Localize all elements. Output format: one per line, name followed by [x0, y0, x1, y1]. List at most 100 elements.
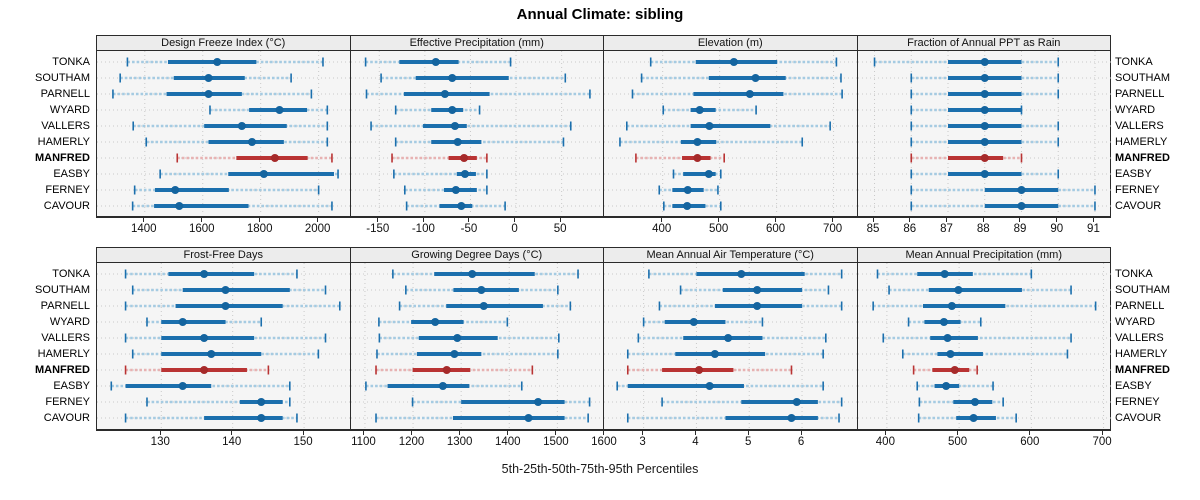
percentile-row-cavour: [917, 413, 1017, 423]
station-label-left: PARNELL: [40, 300, 90, 312]
panel-plot-area: [97, 51, 351, 215]
station-label-left: FERNEY: [45, 396, 90, 408]
station-label-left: VALLERS: [41, 120, 90, 132]
percentile-row-vallers: [625, 121, 831, 131]
station-label-right: VALLERS: [1115, 332, 1164, 344]
x-tick-mark: [1056, 218, 1058, 222]
station-label-left: VALLERS: [41, 332, 90, 344]
percentile-row-ferney: [909, 185, 1096, 195]
panel-design-freeze-index-c: [96, 51, 351, 218]
panel-strip-title: Effective Precipitation (mm): [409, 37, 544, 49]
percentile-row-manfred: [124, 365, 270, 375]
x-tick-label: 50: [553, 223, 567, 235]
percentile-row-hamerly: [375, 349, 559, 359]
panel-mean-annual-air-temperature-c: [603, 263, 858, 431]
percentile-row-tonka: [126, 57, 324, 67]
station-label-left: CAVOUR: [43, 200, 90, 212]
station-label-right: WYARD: [1115, 316, 1156, 328]
panel-plot-area: [857, 263, 1111, 428]
percentile-row-cavour: [131, 201, 333, 211]
station-label-left: HAMERLY: [37, 348, 90, 360]
percentile-row-manfred: [912, 365, 978, 375]
panel-plot-area: [857, 51, 1111, 215]
panel-strip-title: Design Freeze Index (°C): [161, 37, 286, 49]
station-label-right: HAMERLY: [1115, 348, 1168, 360]
x-tick-mark: [884, 431, 886, 435]
station-label-left: WYARD: [49, 316, 90, 328]
percentile-row-vallers: [132, 121, 329, 131]
panel-strip-title: Elevation (m): [697, 37, 763, 49]
percentile-row-vallers: [369, 121, 572, 131]
x-tick-mark: [159, 431, 161, 435]
x-tick-mark: [259, 218, 261, 222]
x-tick-mark: [555, 431, 557, 435]
percentile-row-southam: [404, 285, 559, 295]
x-tick-label: 1600: [591, 436, 617, 448]
percentile-row-parnell: [658, 301, 843, 311]
x-tick-mark: [459, 431, 461, 435]
percentile-row-parnell: [871, 301, 1096, 311]
panel-mean-annual-precipitation-mm: [856, 263, 1111, 431]
percentile-row-easby: [364, 381, 523, 391]
station-label-left: FERNEY: [45, 184, 90, 196]
percentile-row-southam: [887, 285, 1072, 295]
station-label-left: MANFRED: [35, 364, 90, 376]
percentile-row-cavour: [124, 413, 298, 423]
percentile-row-parnell: [631, 89, 843, 99]
x-tick-mark: [694, 431, 696, 435]
percentile-row-hamerly: [626, 349, 824, 359]
x-tick-mark: [377, 218, 379, 222]
percentile-row-easby: [672, 169, 722, 179]
station-label-right: FERNEY: [1115, 396, 1160, 408]
x-tick-mark: [302, 431, 304, 435]
station-label-right: TONKA: [1115, 268, 1153, 280]
percentile-row-tonka: [873, 57, 1059, 67]
percentile-row-manfred: [626, 365, 793, 375]
percentile-row-wyard: [209, 105, 329, 115]
station-label-right: PARNELL: [1115, 300, 1165, 312]
percentile-row-easby: [392, 169, 488, 179]
x-tick-label: 90: [1050, 223, 1064, 235]
x-tick-label: 1600: [188, 223, 215, 235]
percentile-row-easby: [909, 169, 1059, 179]
x-tick-mark: [718, 218, 720, 222]
percentile-row-hamerly: [131, 349, 320, 359]
x-tick-label: 130: [150, 436, 170, 448]
station-label-right: CAVOUR: [1115, 200, 1162, 212]
station-label-right: CAVOUR: [1115, 412, 1162, 424]
x-axis-caption: 5th-25th-50th-75th-95th Percentiles: [501, 462, 699, 476]
station-label-right: TONKA: [1115, 56, 1153, 68]
percentile-row-easby: [110, 381, 291, 391]
x-tick-label: 1500: [543, 436, 569, 448]
percentile-row-vallers: [637, 333, 827, 343]
panel-effective-precipitation-mm: [349, 51, 604, 218]
panel-elevation-m: [603, 51, 858, 218]
panel-strip-title: Fraction of Annual PPT as Rain: [907, 37, 1061, 49]
percentile-row-manfred: [909, 153, 1022, 163]
percentile-row-ferney: [403, 185, 488, 195]
percentile-row-ferney: [658, 185, 719, 195]
station-label-left: WYARD: [49, 104, 90, 116]
panel-plot-area: [604, 263, 858, 428]
percentile-row-wyard: [146, 317, 263, 327]
x-tick-label: 600: [766, 223, 786, 235]
x-tick-label: -150: [366, 223, 390, 235]
station-label-left: SOUTHAM: [35, 284, 90, 296]
x-tick-label: 4: [692, 436, 699, 448]
percentile-row-tonka: [876, 269, 1032, 279]
station-label-left: CAVOUR: [43, 412, 90, 424]
x-tick-label: 500: [709, 223, 729, 235]
x-tick-label: 89: [1013, 223, 1027, 235]
x-tick-label: 140: [222, 436, 242, 448]
station-label-right: SOUTHAM: [1115, 72, 1170, 84]
x-tick-mark: [468, 218, 470, 222]
station-label-right: EASBY: [1115, 168, 1152, 180]
x-tick-label: 2000: [304, 223, 331, 235]
x-tick-label: 700: [822, 223, 843, 235]
x-tick-label: 91: [1087, 223, 1100, 235]
percentile-row-parnell: [365, 89, 591, 99]
x-tick-mark: [800, 431, 802, 435]
percentile-row-vallers: [378, 333, 560, 343]
x-tick-label: 5: [745, 436, 752, 448]
